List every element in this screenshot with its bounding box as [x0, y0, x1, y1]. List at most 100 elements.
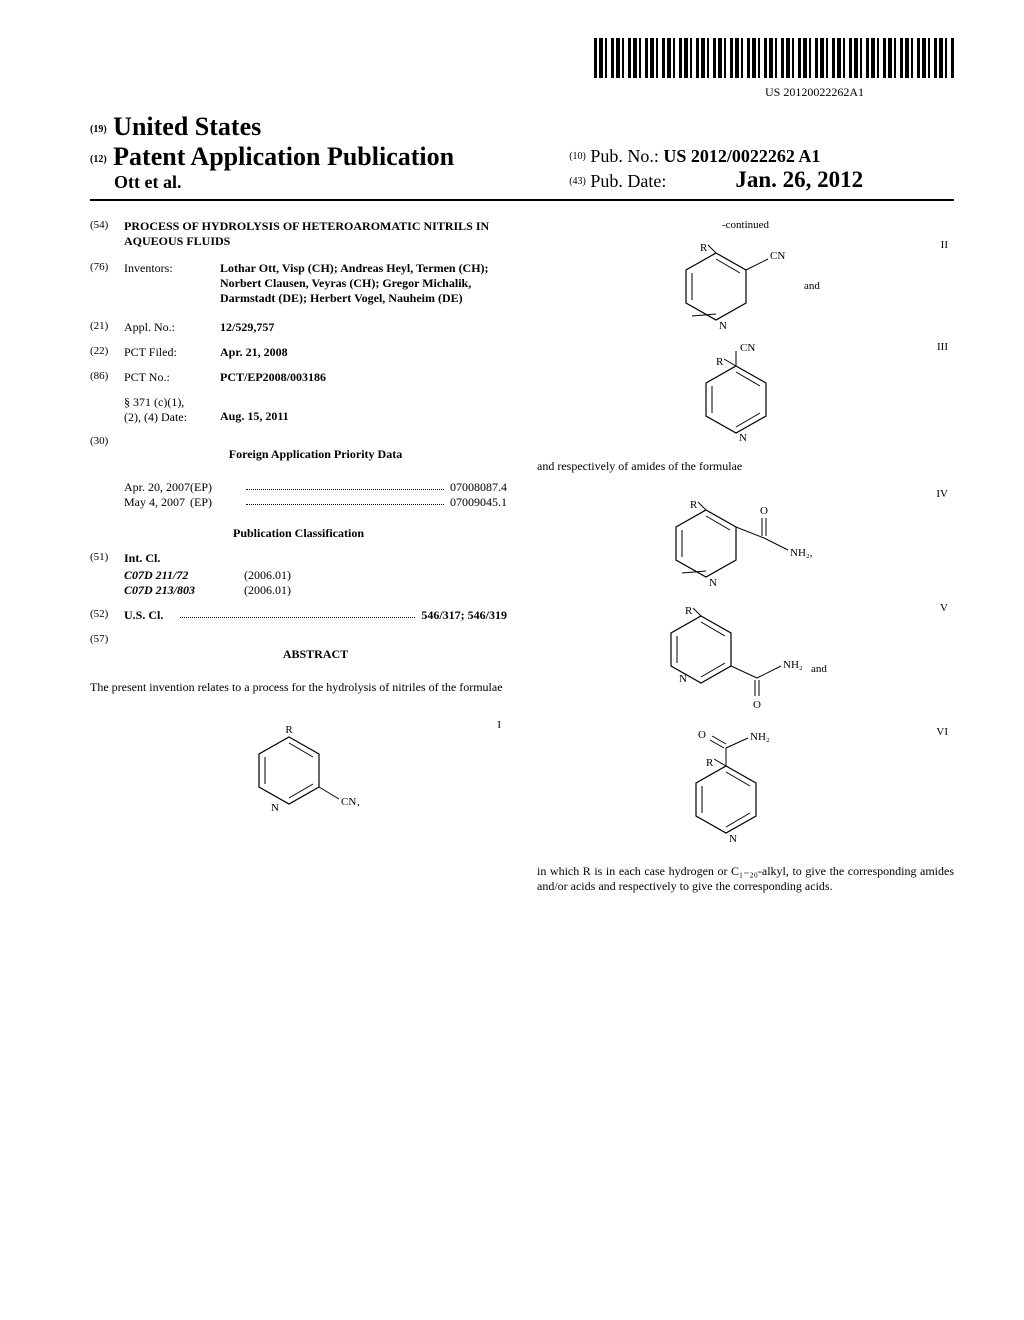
intcl-ver: (2006.01): [244, 568, 291, 583]
idx-10: (10): [569, 151, 586, 162]
inventors-label: Inventors:: [124, 261, 220, 306]
dots: [180, 608, 415, 618]
svg-text:R: R: [285, 724, 293, 736]
header-authors: Ott et al.: [90, 172, 565, 193]
structure-V-icon: R N NH₂ O and: [651, 602, 841, 712]
svg-text:O: O: [760, 505, 768, 517]
structure-I-icon: R N CN ,: [239, 719, 359, 819]
pubno: US 2012/0022262 A1: [663, 146, 820, 166]
svg-text:CN: CN: [770, 250, 785, 262]
barcode: [594, 38, 954, 78]
formula-label-II: II: [941, 239, 948, 251]
country: United States: [113, 112, 261, 141]
idx-54: (54): [90, 219, 124, 249]
svg-text:R: R: [700, 242, 708, 254]
pctno-label: PCT No.:: [124, 370, 220, 385]
idx-19: (19): [90, 124, 107, 135]
pubclass-title: Publication Classification: [90, 526, 507, 541]
priority-num: 07008087.4: [450, 480, 507, 495]
s371-date: Aug. 15, 2011: [220, 395, 507, 425]
priority-cc: (EP): [190, 495, 240, 510]
inventors: Lothar Ott, Visp (CH); Andreas Heyl, Ter…: [220, 261, 507, 306]
svg-text:NH₂: NH₂: [750, 731, 770, 743]
idx-43: (43): [569, 176, 586, 187]
priority-date: Apr. 20, 2007: [90, 480, 190, 495]
structure-II-icon: R N CN and: [666, 239, 826, 329]
formula-I: I R N CN ,: [90, 719, 507, 823]
idx-12: (12): [90, 154, 107, 165]
idx-57: (57): [90, 633, 124, 670]
uscl: 546/317; 546/319: [421, 608, 507, 623]
pubdate: Jan. 26, 2012: [735, 167, 863, 192]
svg-text:N: N: [739, 432, 747, 441]
intcl-code: C07D 213/803: [124, 583, 244, 598]
document-header: (19) United States (12) Patent Applicati…: [90, 112, 954, 201]
svg-text:NH₂,: NH₂,: [790, 547, 813, 559]
svg-text:,: ,: [357, 796, 359, 808]
svg-text:CN: CN: [341, 796, 356, 808]
priority-row: Apr. 20, 2007 (EP) 07008087.4: [90, 480, 507, 495]
invention-title: PROCESS OF HYDROLYSIS OF HETEROAROMATIC …: [124, 219, 507, 249]
barcode-label: US 20120022262A1: [90, 85, 864, 100]
applno-label: Appl. No.:: [124, 320, 220, 335]
pctfiled: Apr. 21, 2008: [220, 345, 507, 360]
svg-text:N: N: [729, 833, 737, 845]
svg-text:CN: CN: [740, 342, 755, 354]
dots: [246, 480, 444, 490]
svg-text:R: R: [706, 757, 714, 769]
svg-text:N: N: [679, 673, 687, 685]
pub-type: Patent Application Publication: [113, 142, 454, 171]
idx-51: (51): [90, 551, 124, 566]
idx-21: (21): [90, 320, 124, 335]
priority-title: Foreign Application Priority Data: [124, 447, 507, 462]
idx-76: (76): [90, 261, 124, 306]
applno: 12/529,757: [220, 320, 507, 335]
final-text: in which R is in each case hydrogen or C…: [537, 864, 954, 894]
svg-text:N: N: [709, 577, 717, 588]
formula-V: V R N NH₂ O and: [537, 602, 954, 716]
pubno-label: Pub. No.:: [590, 146, 659, 166]
idx-86: (86): [90, 370, 124, 385]
svg-text:O: O: [753, 699, 761, 711]
abstract-title: ABSTRACT: [124, 647, 507, 662]
s371-label: § 371 (c)(1), (2), (4) Date:: [124, 395, 220, 425]
svg-text:NH₂: NH₂: [783, 659, 803, 671]
amides-text: and respectively of amides of the formul…: [537, 459, 954, 474]
svg-text:O: O: [698, 729, 706, 741]
barcode-block: US 20120022262A1: [90, 38, 954, 100]
continued-label: -continued: [537, 219, 954, 231]
formula-label-IV: IV: [936, 488, 948, 500]
svg-text:R: R: [685, 605, 693, 617]
structure-IV-icon: R N NH₂, O: [656, 488, 836, 588]
dots: [246, 495, 444, 505]
formula-III: III CN R N: [537, 341, 954, 445]
formula-IV: IV R N NH₂, O: [537, 488, 954, 592]
structure-III-icon: CN R N: [686, 341, 806, 441]
svg-text:N: N: [719, 320, 727, 329]
right-column: -continued II R N CN and III: [537, 219, 954, 908]
priority-date: May 4, 2007: [90, 495, 190, 510]
pctno: PCT/EP2008/003186: [220, 370, 507, 385]
intcl-code: C07D 211/72: [124, 568, 244, 583]
svg-text:R: R: [716, 356, 724, 368]
idx-30: (30): [90, 435, 124, 470]
abstract-text: The present invention relates to a proce…: [90, 680, 507, 695]
pctfiled-label: PCT Filed:: [124, 345, 220, 360]
formula-label-VI: VI: [936, 726, 948, 738]
svg-text:and: and: [804, 280, 820, 292]
formula-label-I: I: [497, 719, 501, 731]
formula-II: II R N CN and: [537, 239, 954, 333]
idx-52: (52): [90, 608, 124, 623]
left-column: (54) PROCESS OF HYDROLYSIS OF HETEROAROM…: [90, 219, 507, 908]
svg-text:and: and: [811, 663, 827, 675]
svg-text:R: R: [690, 499, 698, 511]
intcl-ver: (2006.01): [244, 583, 291, 598]
formula-label-III: III: [937, 341, 948, 353]
intcl-label: Int. Cl.: [124, 551, 507, 566]
formula-label-V: V: [940, 602, 948, 614]
priority-row: May 4, 2007 (EP) 07009045.1: [90, 495, 507, 510]
priority-num: 07009045.1: [450, 495, 507, 510]
structure-VI-icon: R N NH₂ O: [676, 726, 816, 846]
uscl-label: U.S. Cl.: [124, 608, 174, 623]
priority-cc: (EP): [190, 480, 240, 495]
